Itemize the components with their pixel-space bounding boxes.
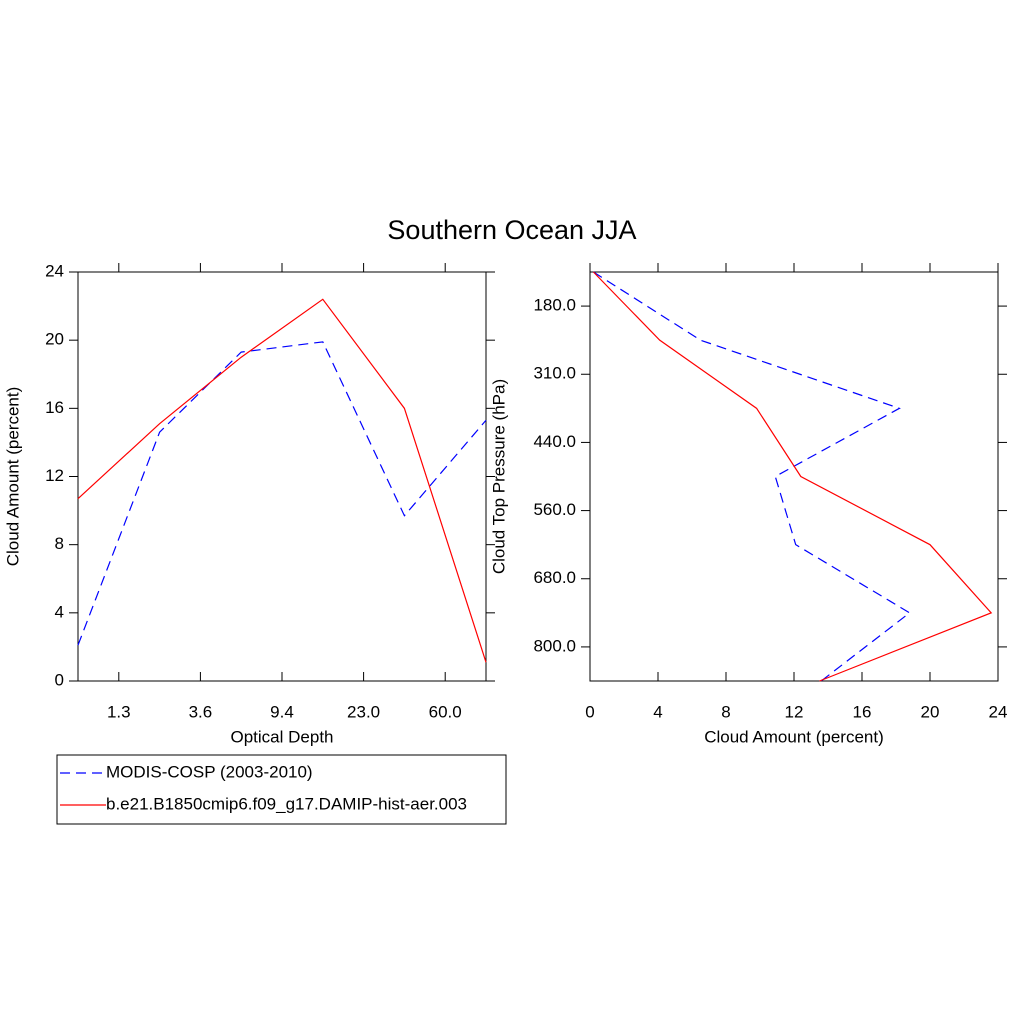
x-tick-label: 16 xyxy=(853,702,872,721)
x-axis-label: Optical Depth xyxy=(231,727,334,746)
chart-title: Southern Ocean JJA xyxy=(387,215,636,245)
plot-frame xyxy=(589,271,999,682)
legend-label: MODIS-COSP (2003-2010) xyxy=(106,762,313,781)
x-tick-label: 20 xyxy=(921,702,940,721)
y-tick-label: 12 xyxy=(45,466,64,485)
plot-frame xyxy=(77,271,487,682)
x-tick-label: 24 xyxy=(989,702,1008,721)
y-tick-label: 440.0 xyxy=(533,432,576,451)
x-tick-label: 3.6 xyxy=(189,702,213,721)
x-tick-label: 60.0 xyxy=(429,702,462,721)
x-axis-label: Cloud Amount (percent) xyxy=(704,727,884,746)
x-tick-label: 1.3 xyxy=(107,702,131,721)
y-axis-label: Cloud Amount (percent) xyxy=(3,387,22,567)
data-line xyxy=(593,271,911,682)
y-tick-label: 800.0 xyxy=(533,636,576,655)
x-tick-label: 12 xyxy=(785,702,804,721)
y-tick-label: 560.0 xyxy=(533,500,576,519)
x-tick-label: 8 xyxy=(721,702,730,721)
data-line xyxy=(77,298,487,663)
legend-box xyxy=(56,754,507,825)
legend-label: b.e21.B1850cmip6.f09_g17.DAMIP-hist-aer.… xyxy=(106,794,467,813)
x-tick-label: 9.4 xyxy=(270,702,294,721)
data-line xyxy=(592,271,993,682)
x-tick-label: 0 xyxy=(585,702,594,721)
y-tick-label: 16 xyxy=(45,398,64,417)
y-tick-label: 20 xyxy=(45,330,64,349)
data-line xyxy=(77,341,487,646)
y-tick-label: 0 xyxy=(55,670,64,689)
y-tick-label: 310.0 xyxy=(533,364,576,383)
y-axis-label: Cloud Top Pressure (hPa) xyxy=(489,379,508,574)
y-tick-label: 4 xyxy=(55,602,64,621)
y-tick-label: 680.0 xyxy=(533,568,576,587)
y-tick-label: 180.0 xyxy=(533,296,576,315)
x-tick-label: 23.0 xyxy=(347,702,380,721)
x-tick-label: 4 xyxy=(653,702,662,721)
y-tick-label: 8 xyxy=(55,534,64,553)
y-tick-label: 24 xyxy=(45,261,64,280)
